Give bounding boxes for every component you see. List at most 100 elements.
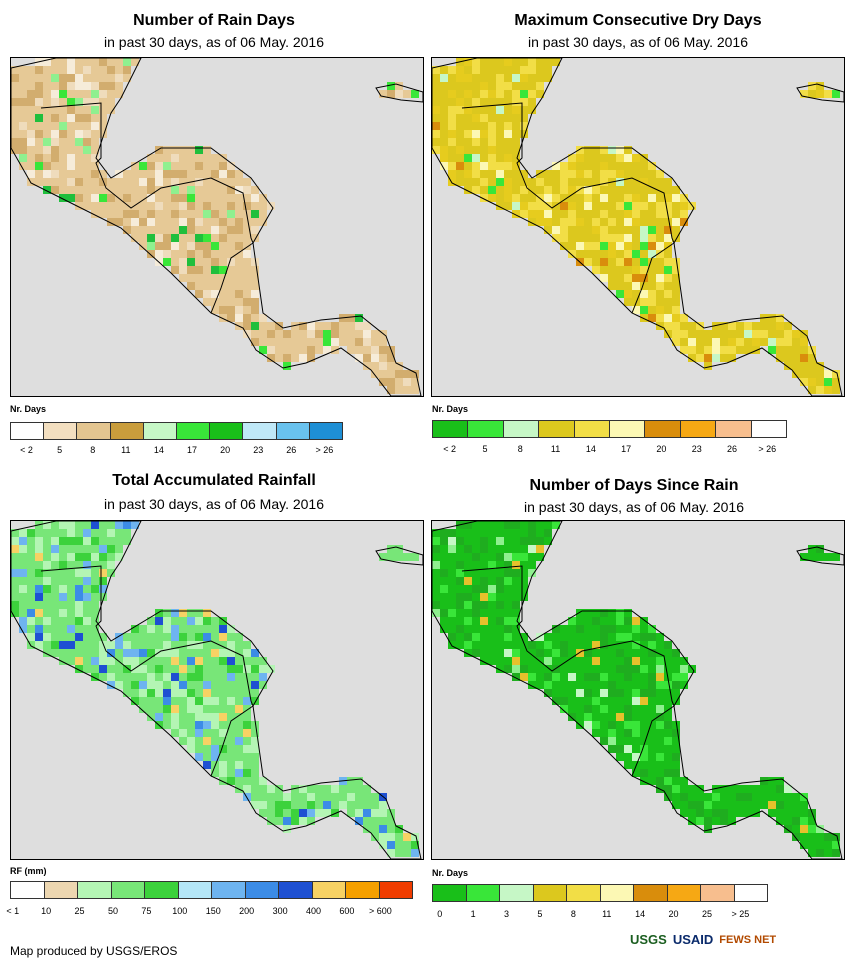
legend-tick-label: 5 [537,909,543,919]
legend-swatch [600,885,634,901]
legend-ticks: < 2 5 8 11 14 17 20 23 26 > 26 [10,445,341,455]
legend-swatch [634,885,668,901]
legend-swatch [111,882,145,898]
legend-tick-label: > 25 [731,909,750,919]
legend-tick-label: 11 [550,444,561,454]
legend-title: Nr. Days [10,404,47,414]
legend-tick-label: 14 [635,909,646,919]
country-borders [461,102,675,314]
map-grid [432,521,844,859]
legend-tick-label: 75 [141,906,152,916]
map-rain-days [10,57,424,397]
legend-tick-label: 600 [339,906,355,916]
legend-tick-label: 10 [41,906,52,916]
fewsnet-logo: FEWS NET [719,933,777,946]
legend-title: Nr. Days [432,868,469,878]
panel-subtitle: in past 30 days, as of 06 May. 2016 [104,34,324,50]
legend-tick-label: 14 [585,444,596,454]
map-accumulated-rainfall [10,520,424,860]
legend-tick-label: 5 [482,444,488,454]
legend-tick-label: 200 [239,906,255,916]
country-borders [461,565,675,777]
legend-ticks: < 2 5 8 11 14 17 20 23 26 > 26 [432,444,785,454]
legend-tick-label: > 26 [758,444,777,454]
legend-swatch [680,421,717,437]
legend-tick-label: 25 [701,909,712,919]
legend-swatch [77,423,111,439]
coastline [375,83,423,103]
legend-tick-label: < 2 [20,445,33,455]
country-borders [40,565,254,777]
legend-swatch [11,882,45,898]
legend-swatch [346,882,380,898]
map-grid [432,58,844,396]
coastline [432,58,843,396]
legend-swatch [567,885,601,901]
legend-tick-label: 1 [470,909,476,919]
legend-tick-label: < 1 [6,906,20,916]
legend-tick-label: 400 [305,906,322,916]
legend-swatch [210,423,244,439]
legend-tick-label: > 26 [315,445,334,455]
legend-tick-label: 23 [253,445,264,455]
coastline [796,83,844,103]
legend-tick-label: 25 [74,906,85,916]
legend-tick-label: 17 [187,445,198,455]
map-credit: Map produced by USGS/EROS [10,944,178,958]
legend-tick-label: 8 [570,909,576,919]
legend-swatch [610,421,646,437]
legend-tick-label: 5 [57,445,63,455]
legend-tick-label: 23 [691,444,702,454]
legend-swatch [433,885,467,901]
legend-swatch [539,421,575,437]
legend-swatch [309,423,343,439]
legend-bar [432,420,787,438]
legend-swatch [279,882,313,898]
legend-tick-label: 20 [668,909,679,919]
coastline [375,546,423,566]
legend-swatch [78,882,112,898]
panel-subtitle: in past 30 days, as of 06 May. 2016 [524,499,744,515]
legend-tick-label: 150 [205,906,221,916]
legend-swatch [178,882,212,898]
legend-bar [432,884,768,902]
usaid-logo: USAID [672,932,714,947]
legend-tick-label: 14 [153,445,164,455]
legend-tick-label: 3 [504,909,510,919]
legend-swatch [533,885,567,901]
panel-title: Number of Days Since Rain [529,477,739,494]
coastline [796,546,844,566]
legend-tick-label: > 600 [368,906,392,916]
legend-swatch [379,882,412,898]
legend-swatch [645,421,681,437]
legend-tick-label: 11 [121,445,131,455]
legend-tick-label: < 2 [443,444,457,454]
legend-tick-label: 8 [517,444,523,454]
legend-tick-label: 26 [727,444,738,454]
legend-swatch [11,423,45,439]
coastline [432,521,843,859]
legend-tick-label: 100 [172,906,188,916]
legend-swatch [701,885,735,901]
usgs-logo: USGS [630,932,667,947]
legend-swatch [243,423,277,439]
panel-title: Number of Rain Days [133,12,295,29]
panel-subtitle: in past 30 days, as of 06 May. 2016 [528,34,748,50]
legend-ticks: 0 1 3 5 8 11 14 20 25 > 25 [423,909,757,919]
agency-logos: USGS USAID FEWS NET [630,932,776,947]
legend-swatch [276,423,310,439]
legend-swatch [716,421,752,437]
country-borders [40,102,254,314]
legend-swatch [110,423,144,439]
legend-ticks: < 1 10 25 50 75 100 150 200 300 400 600 > 600 [0,906,397,916]
legend-title: RF (mm) [10,866,47,876]
legend-swatch [212,882,246,898]
legend-bar [10,422,343,440]
coastline [11,58,422,396]
legend-swatch [574,421,611,437]
legend-bar [10,881,413,899]
legend-swatch [177,423,211,439]
legend-swatch [503,421,540,437]
legend-tick-label: 20 [656,444,667,454]
legend-tick-label: 26 [286,445,297,455]
